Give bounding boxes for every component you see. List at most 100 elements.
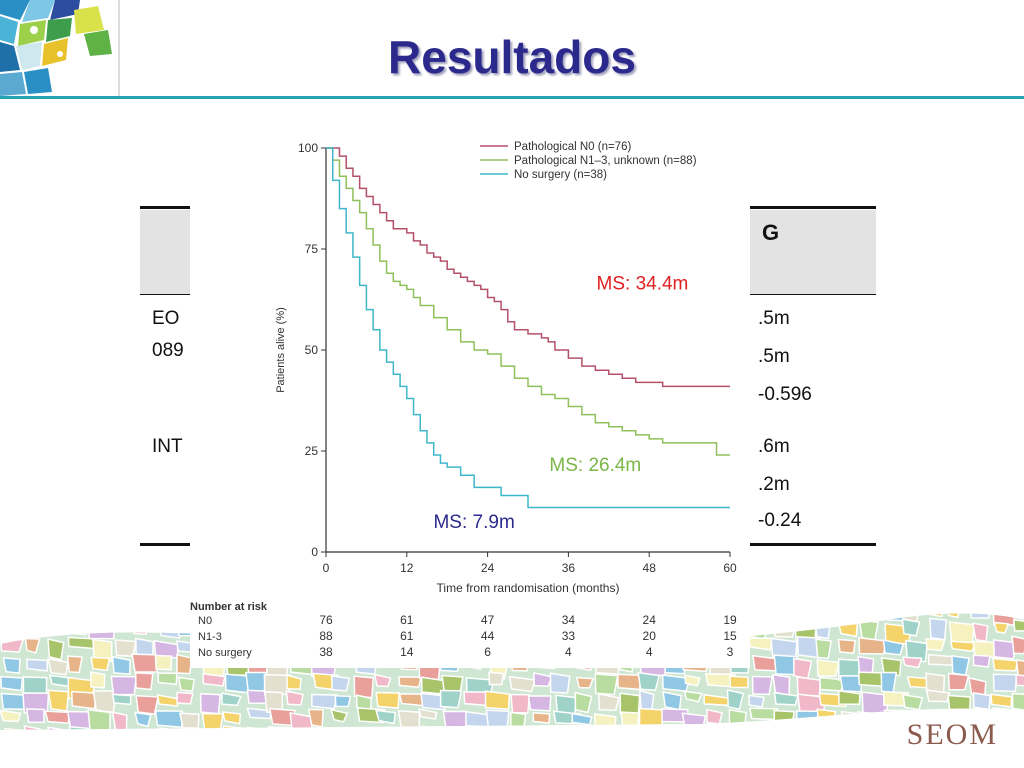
- mosaic-tile: [87, 622, 116, 640]
- median-survival-label: MS: 26.4m: [549, 455, 641, 476]
- mosaic-tile: [990, 693, 1013, 708]
- mosaic-tile: [948, 620, 976, 645]
- risk-cell: 33: [562, 629, 576, 643]
- mosaic-tile: [993, 621, 1010, 634]
- table-cell-left: EO: [152, 308, 180, 329]
- table-cell-left: 089: [152, 340, 184, 361]
- mosaic-tile: [156, 602, 183, 612]
- mosaic-tile: [838, 689, 861, 706]
- mosaic-tile: [221, 692, 242, 707]
- mosaic-tile: [510, 693, 531, 714]
- mosaic-tile: [134, 711, 152, 728]
- mosaic-tile: [131, 653, 160, 673]
- mosaic-tile: [3, 621, 26, 637]
- mosaic-tile: [66, 710, 94, 730]
- mosaic-tile: [749, 620, 769, 641]
- risk-cell: 15: [723, 629, 737, 643]
- mosaic-tile: [222, 725, 248, 730]
- mosaic-tile: [925, 689, 951, 703]
- risk-cell: 6: [484, 645, 491, 659]
- mosaic-tile: [224, 673, 250, 694]
- mosaic-tile: [484, 690, 511, 711]
- mosaic-tile: [972, 640, 1001, 659]
- mosaic-tile: [684, 674, 701, 687]
- x-tick-label: 0: [323, 561, 330, 575]
- mosaic-tile: [904, 639, 929, 663]
- mosaic-tile: [951, 655, 971, 677]
- legend-entry: Pathological N1–3, unknown (n=88): [514, 155, 697, 167]
- mosaic-tile: [616, 673, 643, 691]
- mosaic-tile: [837, 638, 857, 654]
- mosaic-tile: [839, 675, 863, 693]
- mosaic-tile: [1011, 635, 1024, 655]
- mosaic-tile: [835, 613, 863, 615]
- mosaic-tile: [508, 675, 536, 693]
- mosaic-tile: [334, 695, 352, 708]
- mosaic-tile: [925, 638, 946, 652]
- mosaic-tile: [0, 635, 24, 653]
- mosaic-tile: [286, 674, 302, 690]
- mosaic-tile: [796, 676, 821, 697]
- mosaic-tile: [0, 613, 23, 620]
- mosaic-tile: [880, 671, 898, 695]
- mosaic-tile: [134, 613, 153, 624]
- mosaic-tile: [311, 693, 338, 710]
- x-axis-label: Time from randomisation (months): [437, 581, 620, 595]
- legend-entry: No surgery (n=38): [514, 169, 607, 181]
- mosaic-tile: [267, 726, 296, 730]
- mosaic-tile: [154, 654, 173, 671]
- mosaic-tile: [46, 619, 67, 632]
- mosaic-tile: [972, 654, 991, 668]
- risk-row-label: N1-3: [198, 631, 222, 643]
- mosaic-tile: [818, 600, 837, 612]
- mosaic-tile: [221, 711, 242, 725]
- mosaic-tile: [929, 617, 948, 641]
- risk-cell: 4: [565, 645, 572, 659]
- mosaic-tile: [154, 710, 184, 729]
- risk-cell: 3: [727, 645, 734, 659]
- mosaic-tile: [23, 618, 40, 634]
- mosaic-tile: [202, 672, 226, 687]
- risk-cell: 38: [319, 645, 333, 659]
- mosaic-tile: [770, 637, 798, 658]
- x-tick-label: 48: [643, 561, 657, 575]
- mosaic-tile: [25, 708, 45, 724]
- mosaic-tile: [751, 654, 778, 672]
- mosaic-tile: [532, 711, 551, 724]
- mosaic-tile: [971, 622, 989, 643]
- mosaic-tile: [575, 676, 595, 689]
- mosaic-tile: [68, 725, 90, 730]
- risk-cell: 19: [723, 613, 737, 627]
- mosaic-tile: [706, 708, 723, 725]
- mosaic-tile: [0, 709, 22, 723]
- mosaic-tile: [726, 689, 745, 711]
- risk-cell: 20: [643, 629, 657, 643]
- mosaic-tile: [683, 690, 703, 703]
- mosaic-tile: [880, 657, 902, 677]
- mosaic-tile: [373, 673, 392, 688]
- mosaic-tile: [485, 709, 510, 729]
- mosaic-tile: [26, 613, 46, 626]
- mosaic-tile: [571, 712, 593, 726]
- mosaic-tile: [533, 672, 553, 687]
- mosaic-tile: [331, 674, 351, 692]
- mosaic-tile: [330, 708, 349, 723]
- mosaic-tile: [772, 622, 797, 638]
- mosaic-tile: [89, 671, 106, 689]
- mosaic-tile: [397, 709, 421, 730]
- mosaic-tile: [1015, 673, 1024, 687]
- mosaic-tile: [47, 638, 65, 661]
- risk-cell: 44: [481, 629, 495, 643]
- mosaic-tile: [901, 618, 921, 637]
- risk-table-title: Number at risk: [190, 601, 268, 613]
- y-tick-label: 100: [298, 141, 318, 155]
- mosaic-tile: [594, 673, 619, 696]
- table-cell-right: .5m: [758, 308, 790, 329]
- mosaic-tile: [111, 693, 132, 706]
- series-line-2: [326, 147, 730, 509]
- y-axis-label: Patients alive (%): [275, 307, 287, 393]
- mosaic-tile: [619, 692, 641, 715]
- risk-row-label: N0: [198, 615, 212, 627]
- risk-cell: 47: [481, 613, 495, 627]
- mosaic-tile: [24, 637, 41, 654]
